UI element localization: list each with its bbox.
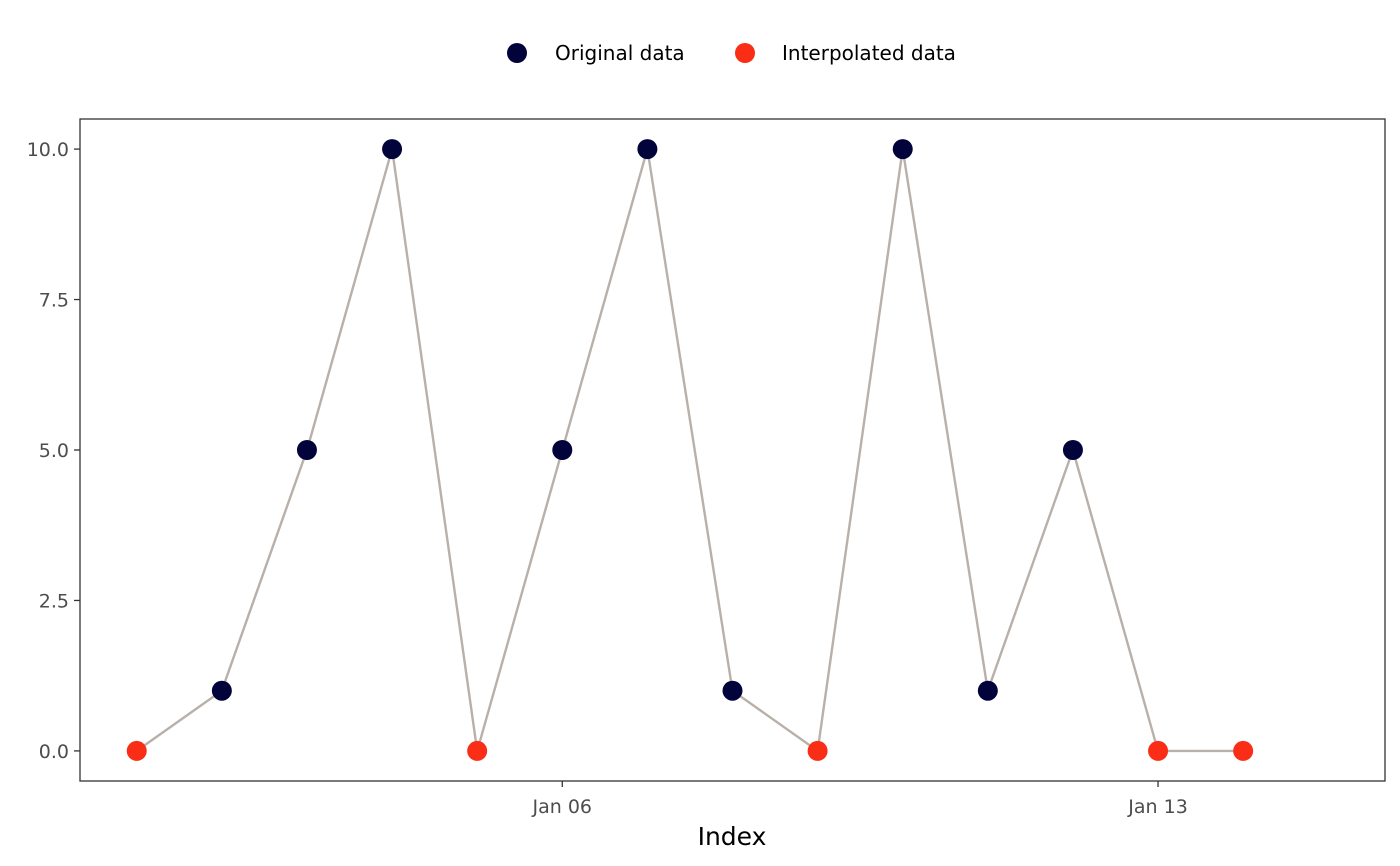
y-tick-label: 5.0 [39,440,69,462]
x-axis: Jan 06 Jan 13 [532,781,1188,818]
interpolated-data-point [1233,740,1254,761]
x-tick-label: Jan 13 [1127,796,1188,818]
legend-key-original [507,43,527,63]
legend-label: Original data [555,41,685,65]
original-data-point [552,440,573,460]
legend-label: Interpolated data [782,41,956,65]
interpolated-data-point [1148,740,1169,761]
y-tick-label: 10.0 [27,139,69,161]
y-tick-label: 0.0 [39,741,69,763]
legend: Original data Interpolated data [507,41,956,65]
data-line [136,148,1244,754]
y-tick-label: 2.5 [39,590,69,612]
interpolated-data-point [126,740,147,761]
x-tick-label: Jan 06 [532,796,593,818]
legend-key-interpolated [735,43,755,63]
original-data-point [1062,440,1083,460]
y-tick-label: 7.5 [39,290,69,312]
original-data-point [296,440,317,460]
interpolated-data-point [807,740,828,761]
data-points [126,139,1254,761]
x-axis-title: Index [698,822,767,851]
original-data-point [977,680,998,701]
original-data-point [722,680,743,701]
interpolated-data-point [467,740,488,761]
y-axis: 0.0 2.5 5.0 7.5 10.0 [27,139,80,763]
original-data-point [382,139,403,160]
original-data-point [211,680,232,701]
original-data-point [892,139,913,160]
original-data-point [637,139,658,160]
